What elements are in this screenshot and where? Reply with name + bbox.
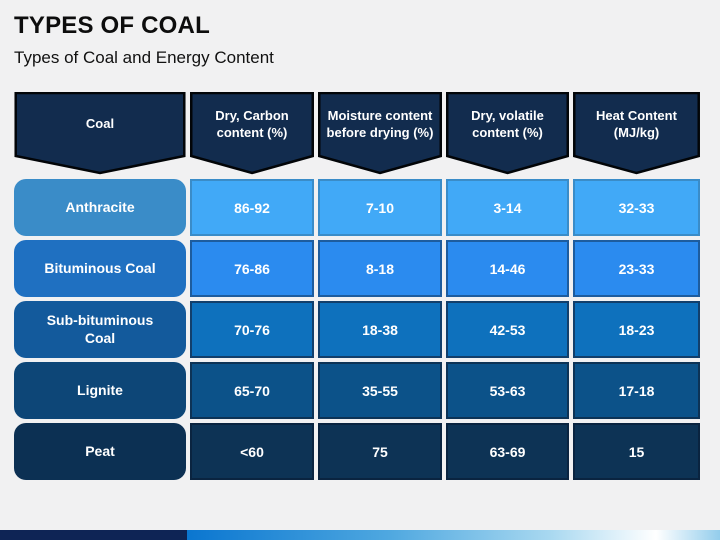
- footer-bar-left-segment: [0, 530, 187, 540]
- column-header-label: Coal: [85, 116, 115, 132]
- table-value-cell: 8-18: [318, 240, 442, 297]
- footer-bar-gradient-segment: [187, 530, 720, 540]
- footer-accent-bar: [0, 530, 720, 540]
- coal-type-label: Anthracite: [65, 198, 135, 215]
- table-value-cell: 18-23: [573, 301, 700, 358]
- table-value-cell: 32-33: [573, 179, 700, 236]
- coal-type-cell-4: Lignite: [14, 362, 186, 419]
- table-value-cell: 7-10: [318, 179, 442, 236]
- table-value-cell: 75: [318, 423, 442, 480]
- table-value-cell: 35-55: [318, 362, 442, 419]
- column-header-volatile: Dry, volatile content (%): [446, 92, 569, 175]
- slide-title: TYPES OF COAL: [14, 12, 210, 39]
- table-value-cell: 65-70: [190, 362, 314, 419]
- coal-type-label: Bituminous Coal: [44, 259, 156, 276]
- table-value-cell: 23-33: [573, 240, 700, 297]
- table-value-cell: 76-86: [190, 240, 314, 297]
- header-banner-shape: [446, 92, 569, 175]
- column-header-carbon: Dry, Carbon content (%): [190, 92, 314, 175]
- table-value-cell: 63-69: [446, 423, 569, 480]
- table-value-cell: 17-18: [573, 362, 700, 419]
- table-value-cell: 15: [573, 423, 700, 480]
- coal-type-cell-1: Anthracite: [14, 179, 186, 236]
- column-header-heat: Heat Content (MJ/kg): [573, 92, 700, 175]
- header-banner-shape: [14, 92, 186, 175]
- header-banner-shape: [190, 92, 314, 175]
- table-value-cell: 70-76: [190, 301, 314, 358]
- coal-types-table: Coal Dry, Carbon content (%) Moisture co…: [14, 92, 700, 480]
- table-value-cell: 86-92: [190, 179, 314, 236]
- column-header-coal: Coal: [14, 92, 186, 175]
- column-header-label: Moisture content before drying (%): [326, 107, 434, 140]
- header-banner-shape: [318, 92, 442, 175]
- table-value-cell: 42-53: [446, 301, 569, 358]
- table-value-cell: 53-63: [446, 362, 569, 419]
- table-value-cell: <60: [190, 423, 314, 480]
- coal-type-label: Sub-bituminous Coal: [46, 312, 154, 346]
- table-value-cell: 3-14: [446, 179, 569, 236]
- coal-type-label: Lignite: [77, 381, 123, 398]
- table-value-cell: 18-38: [318, 301, 442, 358]
- header-banner-shape: [573, 92, 700, 175]
- slide-subtitle: Types of Coal and Energy Content: [14, 48, 274, 67]
- coal-type-label: Peat: [85, 442, 115, 459]
- coal-type-cell-2: Bituminous Coal: [14, 240, 186, 297]
- column-header-label: Dry, Carbon content (%): [215, 107, 289, 140]
- coal-type-cell-3: Sub-bituminous Coal: [14, 301, 186, 358]
- coal-type-cell-5: Peat: [14, 423, 186, 480]
- column-header-label: Heat Content (MJ/kg): [596, 107, 677, 140]
- column-header-moisture: Moisture content before drying (%): [318, 92, 442, 175]
- column-header-label: Dry, volatile content (%): [471, 107, 544, 140]
- table-value-cell: 14-46: [446, 240, 569, 297]
